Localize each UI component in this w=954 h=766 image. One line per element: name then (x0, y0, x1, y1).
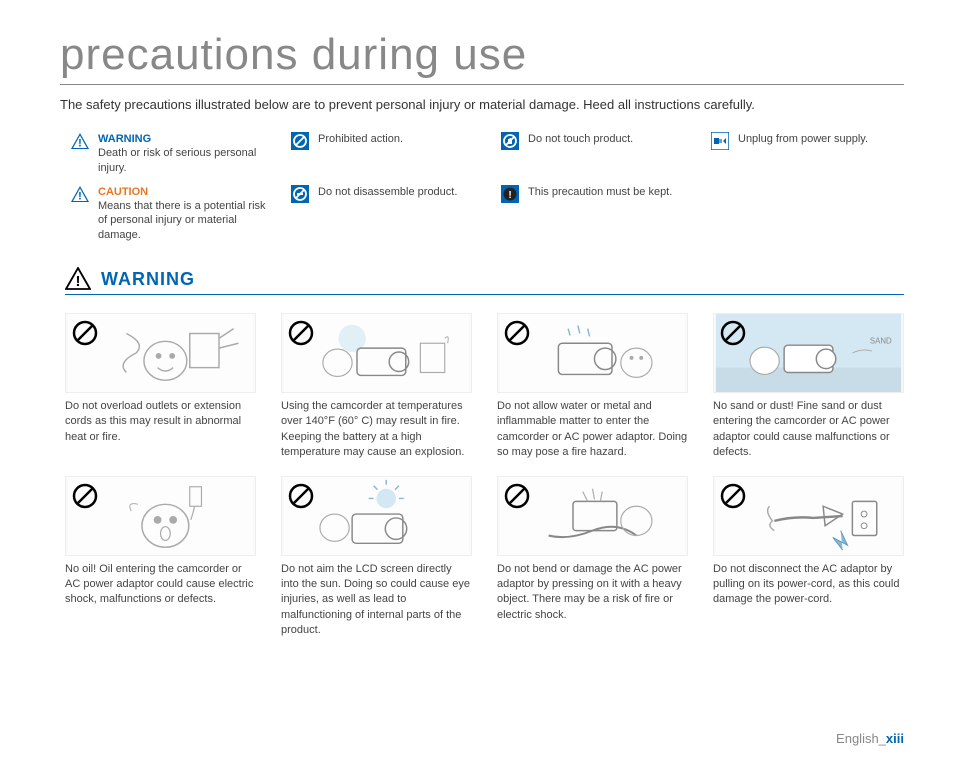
svg-text:!: ! (78, 138, 82, 150)
card-outlet: Do not overload outlets or extension cor… (65, 313, 256, 461)
footer-lang: English_ (836, 731, 886, 746)
intro-text: The safety precautions illustrated below… (60, 97, 904, 112)
mustkeep-icon: ! (500, 185, 520, 203)
legend-nodisassemble-text: Do not disassemble product. (318, 185, 457, 199)
card-illust-sand: SAND (713, 313, 904, 393)
card-text: Do not aim the LCD screen directly into … (281, 562, 472, 639)
legend-mustkeep-text: This precaution must be kept. (528, 185, 672, 199)
card-text: Do not overload outlets or extension cor… (65, 399, 256, 445)
caution-triangle-icon: ! (70, 185, 90, 203)
prohibit-icon (504, 483, 530, 509)
card-disconnect: Do not disconnect the AC adaptor by pull… (713, 476, 904, 639)
svg-text:!: ! (76, 273, 81, 290)
card-oil: No oil! Oil entering the camcorder or AC… (65, 476, 256, 639)
card-water: Do not allow water or metal and inflamma… (497, 313, 688, 461)
legend-notouch: Do not touch product. (500, 132, 690, 175)
prohibit-icon (720, 320, 746, 346)
footer: English_xiii (836, 731, 904, 746)
card-illust-temperature (281, 313, 472, 393)
legend-warning-desc: Death or risk of serious personal injury… (98, 146, 270, 175)
prohibit-icon (72, 320, 98, 346)
card-illust-cord (497, 476, 688, 556)
unplug-icon (710, 132, 730, 150)
legend-nodisassemble: Do not disassemble product. (290, 185, 480, 242)
legend-unplug-text: Unplug from power supply. (738, 132, 868, 146)
legend-grid: ! WARNING Death or risk of serious perso… (70, 132, 904, 242)
legend-prohibited-text: Prohibited action. (318, 132, 403, 146)
footer-page: xiii (886, 731, 904, 746)
legend-warning-label: WARNING (98, 132, 270, 146)
legend-mustkeep: ! This precaution must be kept. (500, 185, 690, 242)
legend-caution-label: CAUTION (98, 185, 270, 199)
legend-caution: ! CAUTION Means that there is a potentia… (70, 185, 270, 242)
warning-triangle-icon: ! (70, 132, 90, 150)
section-title: WARNING (101, 269, 195, 290)
title-underline (60, 84, 904, 85)
card-text: Using the camcorder at temperatures over… (281, 399, 472, 461)
prohibited-icon (290, 132, 310, 150)
notouch-icon (500, 132, 520, 150)
legend-notouch-text: Do not touch product. (528, 132, 633, 146)
cards-grid: Do not overload outlets or extension cor… (65, 313, 904, 639)
card-text: Do not disconnect the AC adaptor by pull… (713, 562, 904, 608)
card-text: Do not bend or damage the AC power adapt… (497, 562, 688, 624)
section-warning-icon: ! (65, 267, 91, 291)
card-text: No sand or dust! Fine sand or dust enter… (713, 399, 904, 461)
prohibit-icon (504, 320, 530, 346)
legend-unplug: Unplug from power supply. (710, 132, 920, 175)
card-sun: Do not aim the LCD screen directly into … (281, 476, 472, 639)
page-title: precautions during use (60, 30, 904, 80)
prohibit-icon (288, 483, 314, 509)
legend-warning: ! WARNING Death or risk of serious perso… (70, 132, 270, 175)
card-temperature: Using the camcorder at temperatures over… (281, 313, 472, 461)
card-illust-sun (281, 476, 472, 556)
legend-prohibited: Prohibited action. (290, 132, 480, 175)
section-header: ! WARNING (65, 267, 904, 291)
legend-caution-desc: Means that there is a potential risk of … (98, 199, 270, 242)
nodisassemble-icon (290, 185, 310, 203)
card-sand: SAND No sand or dust! Fine sand or dust … (713, 313, 904, 461)
card-text: Do not allow water or metal and inflamma… (497, 399, 688, 461)
svg-text:!: ! (78, 190, 82, 202)
card-illust-oil (65, 476, 256, 556)
card-illust-water (497, 313, 688, 393)
card-cord: Do not bend or damage the AC power adapt… (497, 476, 688, 639)
prohibit-icon (72, 483, 98, 509)
card-text: No oil! Oil entering the camcorder or AC… (65, 562, 256, 608)
svg-text:!: ! (508, 190, 511, 201)
prohibit-icon (720, 483, 746, 509)
svg-text:SAND: SAND (870, 336, 892, 345)
card-illust-outlet (65, 313, 256, 393)
section-underline (65, 294, 904, 295)
prohibit-icon (288, 320, 314, 346)
card-illust-disconnect (713, 476, 904, 556)
